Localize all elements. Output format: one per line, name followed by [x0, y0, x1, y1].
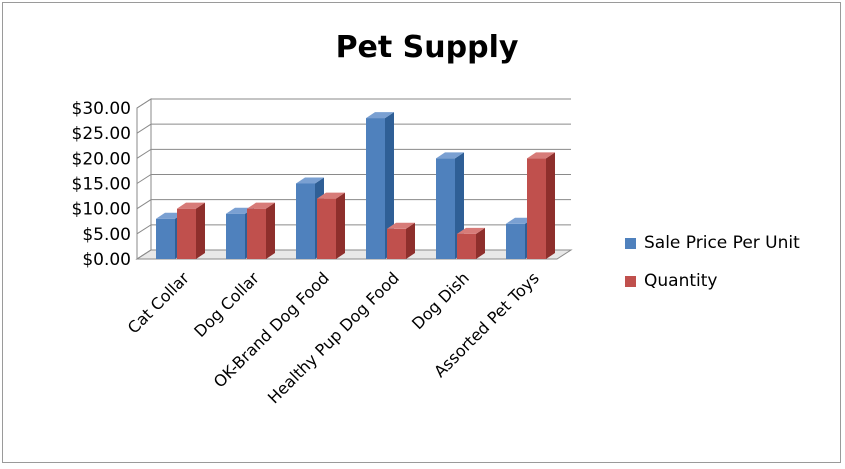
x-tick-label: Healthy Pup Dog Food — [264, 268, 403, 407]
bar-top — [247, 202, 275, 209]
bar-front — [366, 118, 385, 259]
bar — [247, 202, 275, 259]
bar-front — [156, 218, 175, 259]
bar-top — [317, 192, 345, 199]
bar-top — [436, 152, 464, 159]
gridline — [136, 174, 571, 184]
gridline — [136, 249, 571, 260]
bar-front — [317, 198, 336, 259]
y-tick-label: $10.00 — [72, 200, 131, 220]
legend-swatch — [625, 238, 636, 249]
gridline — [136, 148, 571, 159]
legend-swatch — [625, 276, 636, 287]
y-tick-label: $0.00 — [82, 250, 131, 270]
bar-front — [506, 223, 525, 259]
gridline — [136, 224, 571, 235]
x-tick-label: OK-Brand Dog Food — [210, 268, 333, 391]
bar-front — [177, 208, 196, 259]
chart-title: Pet Supply — [336, 30, 519, 65]
bar-side — [385, 112, 394, 259]
gridline — [136, 199, 571, 210]
bar-series — [156, 112, 555, 259]
bar-side — [546, 152, 555, 259]
bar — [177, 202, 205, 259]
y-tick-label: $30.00 — [72, 99, 131, 119]
y-tick-label: $25.00 — [72, 124, 131, 144]
bar-side — [266, 202, 275, 259]
x-tick-label: Dog Collar — [190, 268, 263, 341]
bar-top — [296, 177, 324, 184]
bar-top — [457, 227, 485, 234]
pet-supply-chart: Pet Supply $0.00$5.00$10.00$15.00$20.00$… — [72, 30, 801, 407]
bar-front — [436, 158, 455, 259]
bar-side — [476, 227, 485, 259]
bar-front — [296, 183, 315, 259]
bar-top — [387, 222, 415, 229]
bar-side — [336, 192, 345, 259]
x-tick-label: Dog Dish — [408, 268, 473, 333]
y-tick-label: $20.00 — [72, 149, 131, 169]
bar-front — [457, 233, 476, 259]
y-tick-label: $15.00 — [72, 175, 131, 195]
bar-side — [406, 222, 415, 259]
bar-side — [196, 202, 205, 259]
legend-label: Sale Price Per Unit — [644, 233, 800, 253]
bar-top — [366, 112, 394, 119]
bar — [317, 192, 345, 259]
gridlines — [136, 98, 571, 260]
legend: Sale Price Per Unit Quantity — [625, 233, 800, 291]
y-axis-ticks: $0.00 $5.00 $10.00 $15.00 $20.00 $25.00 $30.00 — [72, 99, 131, 270]
chart-frame: Pet Supply $0.00 $5.00 $10.00 $15.00 $20.00 $… — [2, 2, 841, 463]
bar-front — [247, 208, 266, 259]
bar — [527, 152, 555, 259]
bar-front — [387, 228, 406, 259]
x-tick-label: Cat Collar — [124, 268, 193, 337]
bar-top — [527, 152, 555, 159]
bar-front — [527, 158, 546, 259]
bar-top — [177, 202, 205, 209]
bar — [387, 222, 415, 259]
bar — [457, 227, 485, 259]
bar-front — [226, 213, 245, 259]
legend-label: Quantity — [644, 271, 717, 291]
gridline — [136, 123, 571, 134]
bar — [366, 112, 394, 259]
gridline — [136, 98, 571, 109]
y-tick-label: $5.00 — [82, 225, 131, 245]
